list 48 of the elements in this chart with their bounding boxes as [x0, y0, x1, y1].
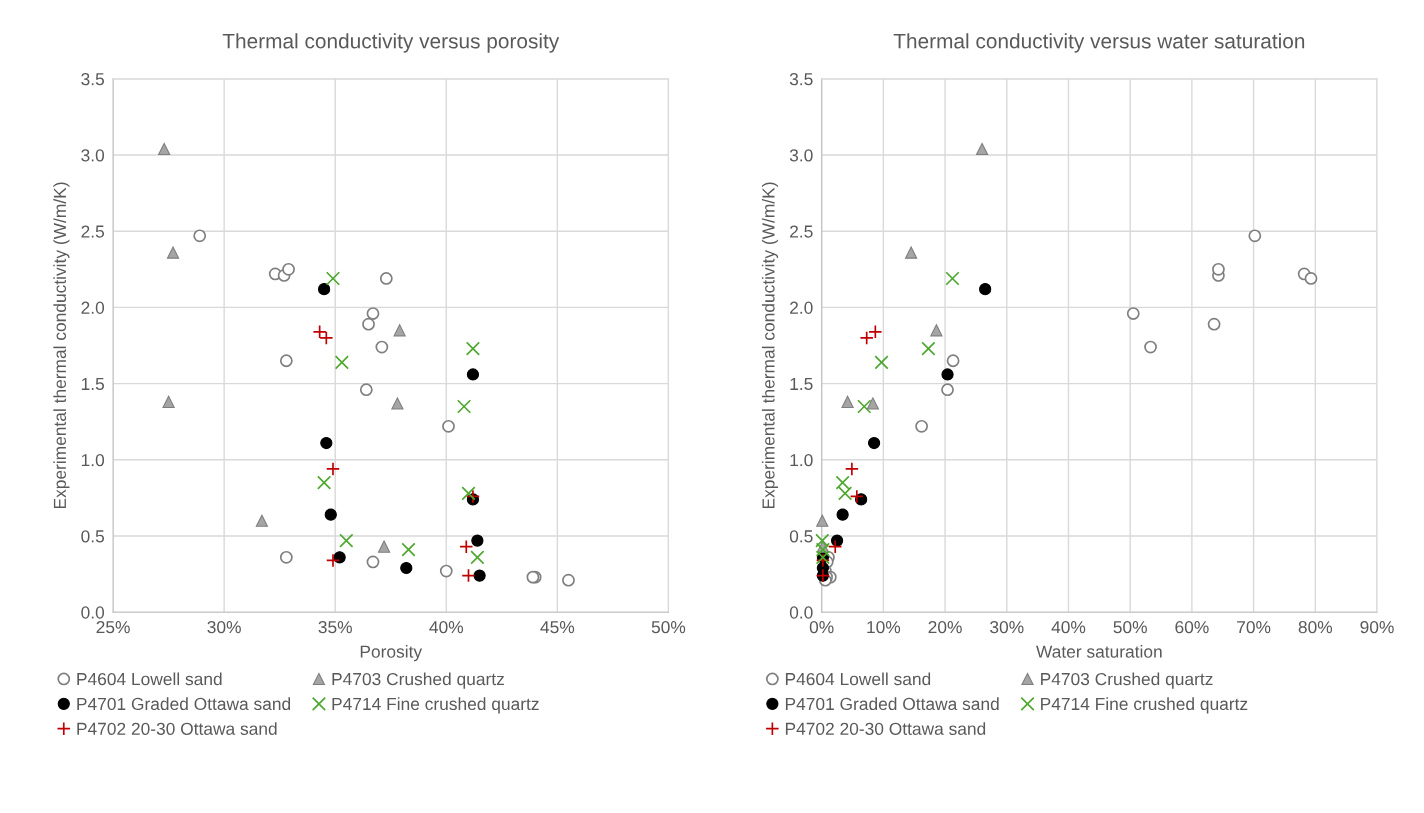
x-tick-label: 80%	[1298, 620, 1333, 634]
x-tick-label: 50%	[1113, 620, 1147, 634]
x-axis-title: Porosity	[360, 645, 423, 662]
y-tick-label: 2.5	[81, 225, 105, 238]
y-tick-label: 2.0	[790, 301, 813, 314]
x-tick-label: 30%	[207, 620, 241, 634]
legend-label: P4714 Fine crushed quartz	[1041, 697, 1248, 714]
x-tick-label: 45%	[540, 621, 575, 634]
x-tick-label: 25%	[96, 620, 130, 634]
legend-label: P4604 Lowell sand	[785, 672, 931, 686]
y-axis-title: Experimental thermal conductivity (W/m/K)	[53, 182, 70, 509]
legend-label: P4702 20-30 Ottawa sand	[77, 722, 277, 735]
chart-title: Thermal conductivity versus water saturation	[893, 33, 1305, 53]
y-tick-label: 0.0	[81, 606, 105, 619]
y-tick-label: 3.0	[81, 149, 105, 162]
legend-label: P4714 Fine crushed quartz	[332, 697, 539, 714]
legend-label: P4604 Lowell sand	[77, 672, 222, 686]
legend-label: P4702 20-30 Ottawa sand	[785, 722, 986, 735]
x-tick-label: 0%	[809, 620, 834, 634]
x-axis-title: Water saturation	[1036, 645, 1162, 658]
legend-label: P4701 Graded Ottawa sand	[77, 697, 291, 711]
y-tick-label: 0.5	[81, 530, 105, 543]
y-tick-label: 3.5	[81, 73, 105, 86]
chart-title: Thermal conductivity versus porosity	[222, 33, 560, 53]
y-tick-label: 1.0	[81, 453, 105, 467]
x-tick-label: 10%	[867, 620, 901, 634]
x-tick-label: 35%	[318, 620, 352, 634]
x-tick-label: 20%	[928, 620, 962, 634]
y-axis-title: Experimental thermal conductivity (W/m/K)	[761, 182, 779, 509]
x-tick-label: 50%	[651, 620, 686, 634]
y-tick-label: 3.5	[789, 73, 813, 86]
x-tick-label: 40%	[429, 620, 464, 634]
x-tick-label: 60%	[1175, 620, 1209, 634]
y-tick-label: 3.0	[789, 149, 813, 162]
x-tick-label: 40%	[1051, 620, 1086, 634]
x-tick-label: 90%	[1360, 620, 1394, 634]
y-tick-label: 0.0	[789, 606, 813, 619]
y-tick-label: 1.0	[790, 453, 813, 467]
y-tick-label: 2.5	[790, 225, 813, 238]
legend-label: P4703 Crushed quartz	[332, 672, 504, 689]
x-tick-label: 30%	[990, 620, 1024, 634]
y-tick-label: 2.0	[81, 301, 105, 314]
legend-label: P4701 Graded Ottawa sand	[785, 697, 999, 711]
x-tick-label: 70%	[1237, 620, 1271, 634]
y-tick-label: 1.5	[790, 377, 813, 391]
legend-label: P4703 Crushed quartz	[1041, 672, 1213, 689]
y-tick-label: 0.5	[789, 530, 813, 543]
y-tick-label: 1.5	[81, 377, 105, 391]
